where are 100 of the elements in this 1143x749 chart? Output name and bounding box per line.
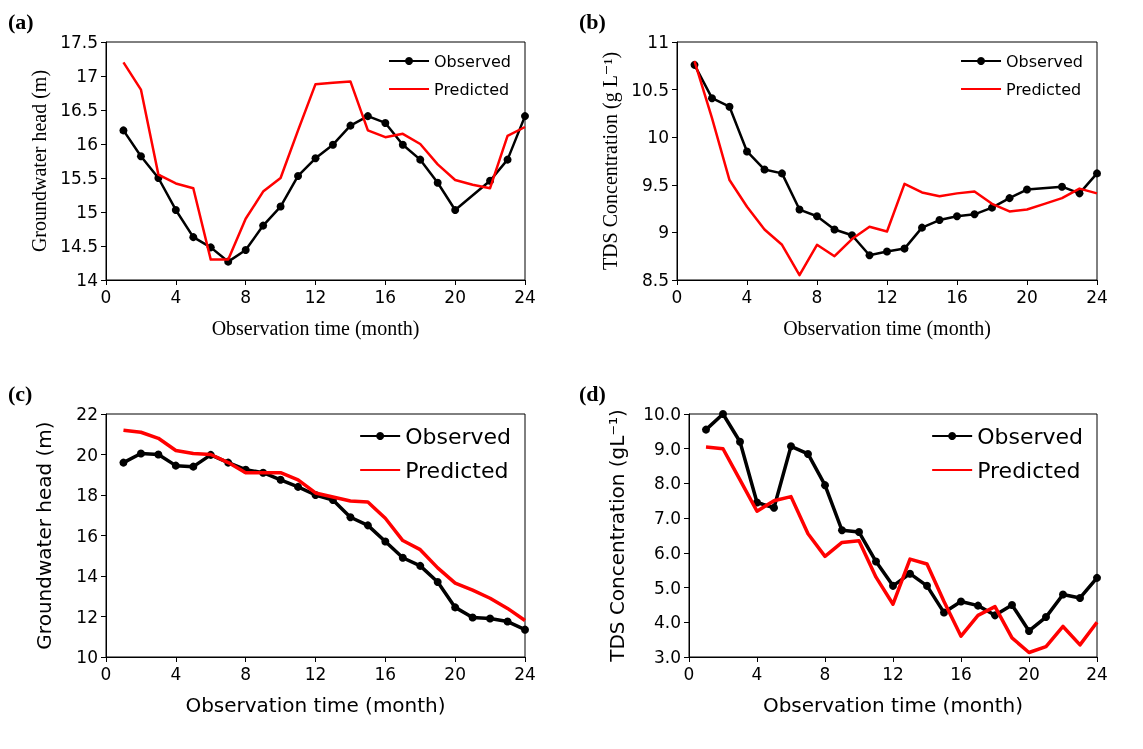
text: (a): [8, 8, 34, 34]
point: [294, 482, 303, 491]
point: [813, 212, 821, 221]
x-tick-label: 8: [240, 286, 252, 307]
x-tick-label: 4: [170, 286, 182, 307]
point: [940, 608, 948, 617]
x-tick-label: 12: [876, 286, 898, 307]
point: [503, 617, 512, 626]
point: [923, 581, 931, 590]
x-tick-label: 24: [1086, 286, 1108, 307]
y-tick-label: 5.0: [653, 577, 681, 598]
point: [935, 216, 944, 225]
legend-label: Predicted: [405, 457, 509, 483]
point: [1093, 573, 1101, 582]
y-tick-label: 9: [658, 222, 669, 243]
y-tick-label: 16: [76, 525, 98, 546]
point: [398, 140, 407, 149]
x-tick-label: 8: [819, 663, 831, 684]
point: [1042, 613, 1050, 622]
point: [702, 425, 710, 434]
y-tick-label: 15.5: [60, 168, 98, 188]
legend-label: Predicted: [434, 79, 510, 99]
y-tick-label: 12: [76, 606, 98, 627]
point: [1058, 182, 1066, 191]
point: [974, 601, 982, 610]
point: [294, 171, 303, 180]
point: [838, 526, 846, 535]
point: [1093, 169, 1101, 178]
y-axis-title: Groundwater head (m): [32, 421, 56, 650]
y-tick-label: 4.0: [653, 612, 681, 633]
point: [743, 147, 751, 156]
point: [451, 205, 460, 214]
point: [883, 247, 891, 256]
x-tick-label: 0: [100, 286, 112, 307]
point: [865, 251, 874, 260]
y-tick-label: 3.0: [653, 647, 681, 667]
x-tick-label: 16: [374, 286, 397, 307]
y-tick-label: 14.5: [60, 236, 98, 256]
x-tick-label: 12: [882, 663, 904, 684]
legend-label: Observed: [405, 423, 511, 449]
y-tick-label: 8.5: [641, 270, 669, 290]
y-tick-label: 10: [647, 127, 669, 148]
x-tick-label: 20: [1018, 663, 1040, 684]
y-tick-label: 9.0: [653, 438, 681, 459]
y-tick-label: 10.5: [631, 79, 669, 100]
point: [451, 603, 460, 612]
x-tick-label: 4: [751, 663, 763, 684]
line-series: [121, 428, 527, 623]
point: [381, 537, 390, 546]
point: [872, 557, 880, 566]
point: [795, 205, 804, 214]
x-tick-label: 24: [514, 663, 536, 684]
y-tick-label: 17: [76, 66, 98, 86]
y-tick-label: 6.0: [653, 542, 681, 563]
point: [189, 462, 198, 471]
point: [503, 155, 512, 164]
point: [171, 461, 180, 470]
point: [276, 475, 285, 484]
point: [486, 614, 495, 623]
y-axis-title: TDS Concentration (gL⁻¹): [605, 409, 629, 663]
point: [398, 553, 407, 562]
text: (d): [579, 380, 606, 406]
x-tick-label: 24: [514, 286, 536, 307]
x-tick-label: 8: [811, 286, 823, 307]
y-tick-label: 9.5: [641, 174, 669, 195]
point: [906, 569, 914, 578]
point: [433, 178, 442, 187]
x-tick-label: 20: [444, 286, 466, 307]
point: [1005, 194, 1014, 203]
point: [119, 126, 128, 135]
x-tick-label: 24: [1086, 663, 1108, 684]
x-tick-label: 12: [304, 663, 327, 684]
point: [736, 437, 744, 446]
y-tick-label: 20: [76, 444, 98, 465]
legend-label: Observed: [1006, 51, 1084, 71]
x-tick-label: 0: [100, 663, 112, 684]
y-tick-label: 22: [76, 404, 98, 424]
y-tick-label: 10.0: [643, 404, 681, 424]
point: [778, 169, 786, 178]
point: [189, 233, 198, 242]
point: [363, 112, 372, 121]
point: [889, 581, 897, 590]
text: (b): [579, 8, 606, 34]
point: [468, 613, 477, 622]
x-axis-title: Observation time (month): [185, 693, 446, 717]
x-tick-label: 20: [444, 663, 466, 684]
point: [433, 578, 442, 587]
x-tick-label: 16: [950, 663, 972, 684]
x-axis-title: Observation time (month): [211, 317, 420, 340]
point: [241, 246, 250, 255]
x-tick-label: 8: [240, 663, 252, 684]
point: [708, 94, 716, 103]
x-tick-label: 0: [671, 286, 683, 307]
x-tick-label: 20: [1016, 286, 1038, 307]
y-axis-title: Groundwater head (m): [28, 69, 52, 253]
y-tick-label: 11: [647, 32, 669, 52]
point: [346, 121, 355, 130]
point: [787, 442, 795, 451]
point: [381, 118, 390, 127]
point: [804, 449, 812, 458]
